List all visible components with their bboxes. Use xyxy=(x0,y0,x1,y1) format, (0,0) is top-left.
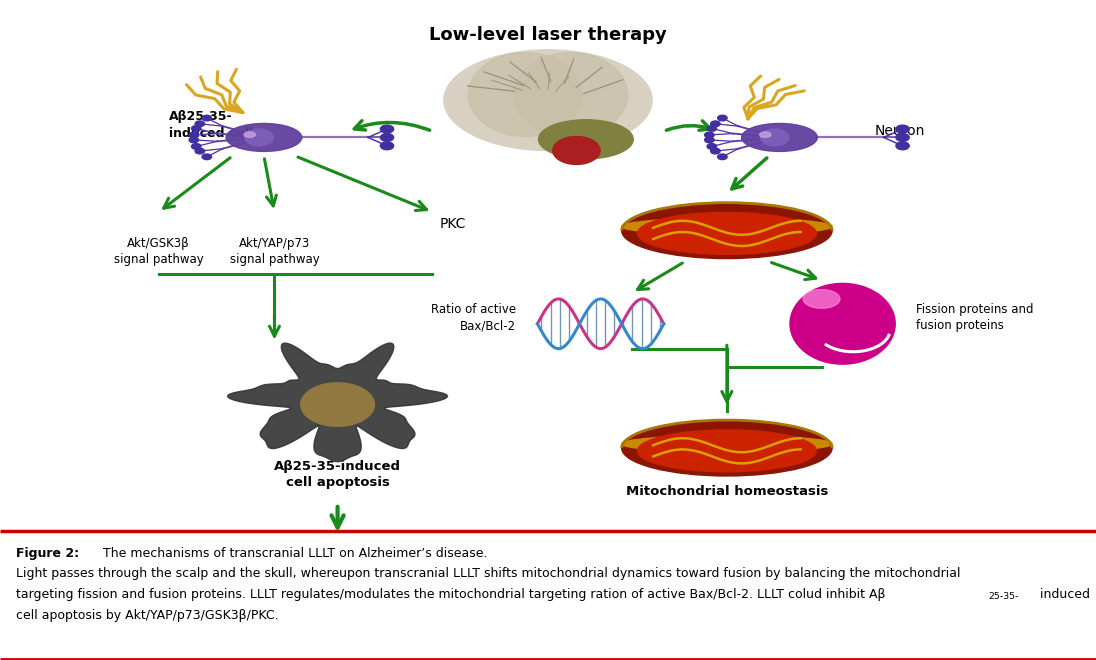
Ellipse shape xyxy=(638,213,817,254)
Ellipse shape xyxy=(621,203,832,259)
Text: PKC: PKC xyxy=(441,217,467,232)
Circle shape xyxy=(202,115,212,121)
Circle shape xyxy=(707,125,717,131)
Ellipse shape xyxy=(761,129,789,146)
Circle shape xyxy=(195,121,205,127)
Ellipse shape xyxy=(621,436,832,452)
Text: Aβ25-35-induced
cell apoptosis: Aβ25-35-induced cell apoptosis xyxy=(274,461,401,490)
Text: Neuron: Neuron xyxy=(875,124,925,138)
Ellipse shape xyxy=(760,132,770,137)
Circle shape xyxy=(202,154,212,160)
Ellipse shape xyxy=(621,218,832,235)
Text: targeting fission and fusion proteins. LLLT regulates/modulates the mitochondria: targeting fission and fusion proteins. L… xyxy=(16,588,886,601)
Text: Figure 2:: Figure 2: xyxy=(16,546,80,560)
Circle shape xyxy=(710,121,720,127)
Ellipse shape xyxy=(244,132,255,137)
Text: Light passes through the scalp and the skull, whereupon transcranial LLLT shifts: Light passes through the scalp and the s… xyxy=(16,568,961,580)
Circle shape xyxy=(192,125,201,131)
Text: 25-35-: 25-35- xyxy=(989,592,1019,601)
Circle shape xyxy=(380,133,393,141)
Circle shape xyxy=(895,125,910,133)
Circle shape xyxy=(710,148,720,154)
Circle shape xyxy=(707,144,717,149)
Circle shape xyxy=(195,148,205,154)
Ellipse shape xyxy=(742,123,818,151)
Text: Akt/YAP/p73
signal pathway: Akt/YAP/p73 signal pathway xyxy=(229,237,319,266)
Ellipse shape xyxy=(468,53,582,137)
Ellipse shape xyxy=(538,119,633,159)
Ellipse shape xyxy=(621,420,832,476)
Circle shape xyxy=(718,154,727,160)
Circle shape xyxy=(190,132,198,138)
Text: cell apoptosis by Akt/YAP/p73/GSK3β/PKC.: cell apoptosis by Akt/YAP/p73/GSK3β/PKC. xyxy=(16,609,279,622)
Polygon shape xyxy=(228,343,447,462)
Ellipse shape xyxy=(803,290,840,308)
Circle shape xyxy=(895,142,910,150)
Ellipse shape xyxy=(514,53,628,137)
Text: Akt/GSK3β
signal pathway: Akt/GSK3β signal pathway xyxy=(114,237,204,266)
Text: Low-level laser therapy: Low-level laser therapy xyxy=(430,26,666,44)
Polygon shape xyxy=(300,383,375,426)
Circle shape xyxy=(380,125,393,133)
Circle shape xyxy=(705,132,715,138)
Text: Fission proteins and
fusion proteins: Fission proteins and fusion proteins xyxy=(916,303,1034,332)
Text: The mechanisms of transcranial LLLT on Alzheimer’s disease.: The mechanisms of transcranial LLLT on A… xyxy=(99,546,487,560)
Ellipse shape xyxy=(552,137,601,164)
Circle shape xyxy=(895,133,910,141)
Text: Ratio of active
Bax/Bcl-2: Ratio of active Bax/Bcl-2 xyxy=(432,303,516,332)
Text: induced: induced xyxy=(1036,588,1089,601)
Text: Aβ25-35-
induced cell: Aβ25-35- induced cell xyxy=(169,110,253,140)
Circle shape xyxy=(718,115,727,121)
Circle shape xyxy=(380,142,393,150)
Ellipse shape xyxy=(444,50,652,150)
Circle shape xyxy=(190,137,198,143)
Circle shape xyxy=(705,137,715,143)
Ellipse shape xyxy=(226,123,301,151)
Ellipse shape xyxy=(638,430,817,472)
Ellipse shape xyxy=(246,129,273,146)
Ellipse shape xyxy=(790,283,895,364)
Text: Mitochondrial homeostasis: Mitochondrial homeostasis xyxy=(626,485,829,498)
Circle shape xyxy=(192,144,201,149)
